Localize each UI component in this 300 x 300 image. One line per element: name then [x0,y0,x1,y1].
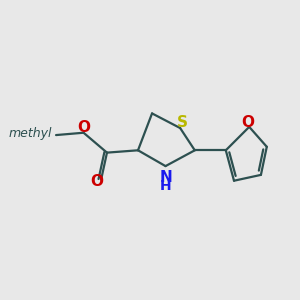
Text: O: O [90,174,103,189]
Text: O: O [77,120,90,135]
Text: H: H [160,179,171,193]
Text: O: O [242,115,255,130]
Text: N: N [159,169,172,184]
Text: S: S [177,115,188,130]
Text: methyl: methyl [9,128,52,140]
